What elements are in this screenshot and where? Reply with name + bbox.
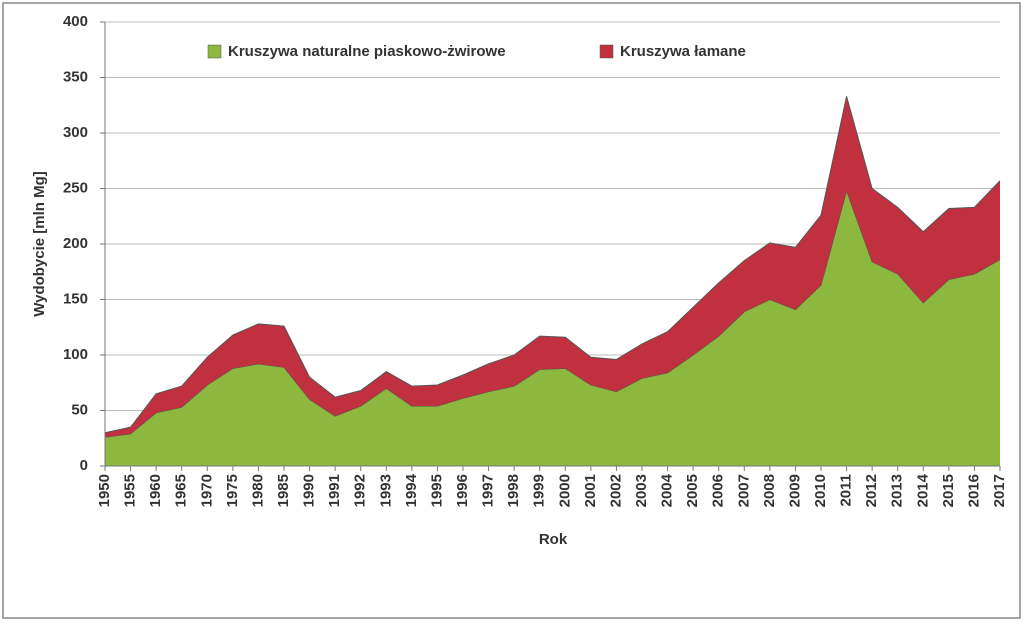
x-tick-label: 1996 [454,474,471,507]
x-tick-label: 1980 [249,474,266,507]
x-tick-label: 2014 [914,473,931,507]
x-tick-label: 1960 [147,474,164,507]
legend-label: Kruszywa łamane [620,43,746,60]
x-tick-label: 2010 [812,474,829,507]
x-tick-label: 1992 [352,474,369,507]
x-tick-label: 2015 [940,474,957,507]
x-tick-label: 1993 [377,474,394,507]
x-tick-label: 2012 [863,474,880,507]
x-tick-label: 1950 [96,474,113,507]
area-edge [104,96,1001,434]
y-tick-label: 50 [71,401,88,418]
y-tick-label: 250 [63,179,88,196]
y-tick-label: 100 [63,346,88,363]
y-tick-label: 150 [63,290,88,307]
x-tick-label: 2000 [556,474,573,507]
y-axis-title: Wydobycie [mln Mg] [31,171,48,317]
area-fill [105,96,1000,438]
x-tick-label: 1997 [480,474,497,507]
y-tick-label: 0 [80,457,88,474]
y-tick-label: 400 [63,13,88,30]
legend-swatch [207,44,222,59]
legend-label: Kruszywa naturalne piaskowo-żwirowe [228,43,506,60]
x-tick-label: 1998 [505,474,522,507]
x-tick-label: 2005 [684,474,701,507]
x-tick-label: 1955 [122,474,139,507]
x-tick-label: 1985 [275,474,292,507]
x-tick-label: 1970 [198,474,215,507]
x-tick-label: 2001 [582,474,599,507]
x-tick-label: 2003 [633,474,650,507]
x-tick-label: 2013 [889,474,906,507]
x-tick-label: 2008 [761,474,778,507]
x-tick-label: 1991 [326,474,343,507]
y-tick-label: 200 [63,235,88,252]
x-tick-label: 2006 [710,474,727,507]
x-tick-label: 1990 [301,474,318,507]
x-tick-label: 2016 [965,474,982,507]
x-tick-label: 2007 [735,474,752,507]
legend-swatch [599,44,614,59]
x-tick-label: 1975 [224,474,241,507]
x-tick-label: 2017 [991,474,1008,507]
x-tick-label: 2011 [838,474,855,507]
area-fill [105,190,1000,466]
x-tick-label: 2009 [786,474,803,507]
y-tick-label: 350 [63,68,88,85]
x-axis-title: Rok [539,531,568,548]
x-tick-label: 1994 [403,473,420,507]
x-tick-label: 1999 [531,474,548,507]
x-tick-label: 1965 [173,474,190,507]
x-tick-label: 2002 [607,474,624,507]
x-tick-label: 1995 [428,474,445,507]
x-tick-label: 2004 [659,473,676,507]
y-tick-label: 300 [63,124,88,141]
